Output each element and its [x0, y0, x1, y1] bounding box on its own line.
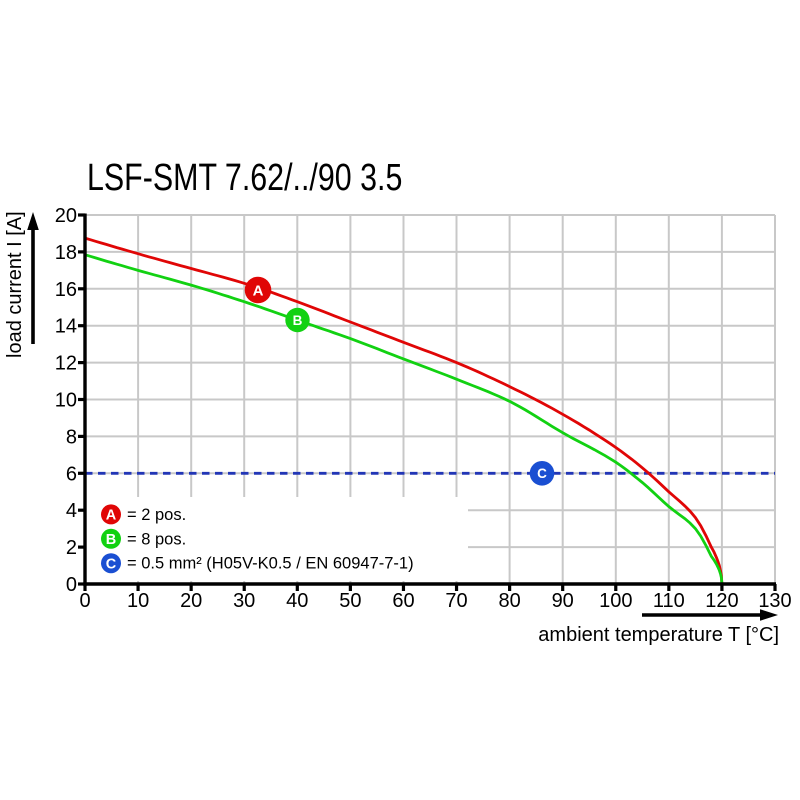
svg-text:C: C: [537, 466, 547, 481]
svg-text:120: 120: [705, 590, 738, 612]
svg-text:10: 10: [127, 590, 149, 612]
svg-text:= 0.5 mm² (H05V-K0.5 / EN 6094: = 0.5 mm² (H05V-K0.5 / EN 60947-7-1): [127, 555, 414, 573]
svg-text:8: 8: [66, 426, 77, 448]
svg-text:0: 0: [79, 590, 90, 612]
svg-text:= 8 pos.: = 8 pos.: [127, 530, 186, 548]
svg-text:load current I [A]: load current I [A]: [4, 211, 26, 358]
svg-text:0: 0: [66, 574, 77, 596]
svg-text:70: 70: [445, 590, 467, 612]
svg-text:14: 14: [55, 316, 77, 338]
svg-text:20: 20: [55, 205, 77, 227]
svg-text:12: 12: [55, 353, 77, 375]
svg-text:B: B: [106, 532, 116, 548]
svg-text:A: A: [253, 283, 264, 300]
svg-text:20: 20: [180, 590, 202, 612]
svg-text:18: 18: [55, 242, 77, 264]
svg-text:40: 40: [286, 590, 308, 612]
svg-text:110: 110: [653, 590, 685, 612]
svg-text:A: A: [106, 508, 117, 524]
svg-text:B: B: [293, 313, 303, 328]
svg-text:10: 10: [55, 390, 77, 412]
svg-text:ambient temperature T [°C]: ambient temperature T [°C]: [538, 624, 779, 646]
svg-text:C: C: [106, 556, 117, 572]
svg-text:16: 16: [55, 279, 77, 301]
svg-text:6: 6: [66, 463, 77, 485]
svg-text:100: 100: [599, 590, 632, 612]
svg-text:80: 80: [498, 590, 520, 612]
svg-text:90: 90: [552, 590, 574, 612]
svg-text:50: 50: [339, 590, 361, 612]
svg-text:60: 60: [392, 590, 414, 612]
svg-text:30: 30: [233, 590, 255, 612]
svg-text:LSF-SMT 7.62/../90 3.5: LSF-SMT 7.62/../90 3.5: [87, 157, 402, 199]
svg-text:2: 2: [66, 537, 77, 559]
svg-text:4: 4: [66, 500, 77, 522]
svg-text:130: 130: [758, 590, 791, 612]
svg-text:= 2 pos.: = 2 pos.: [127, 506, 186, 524]
